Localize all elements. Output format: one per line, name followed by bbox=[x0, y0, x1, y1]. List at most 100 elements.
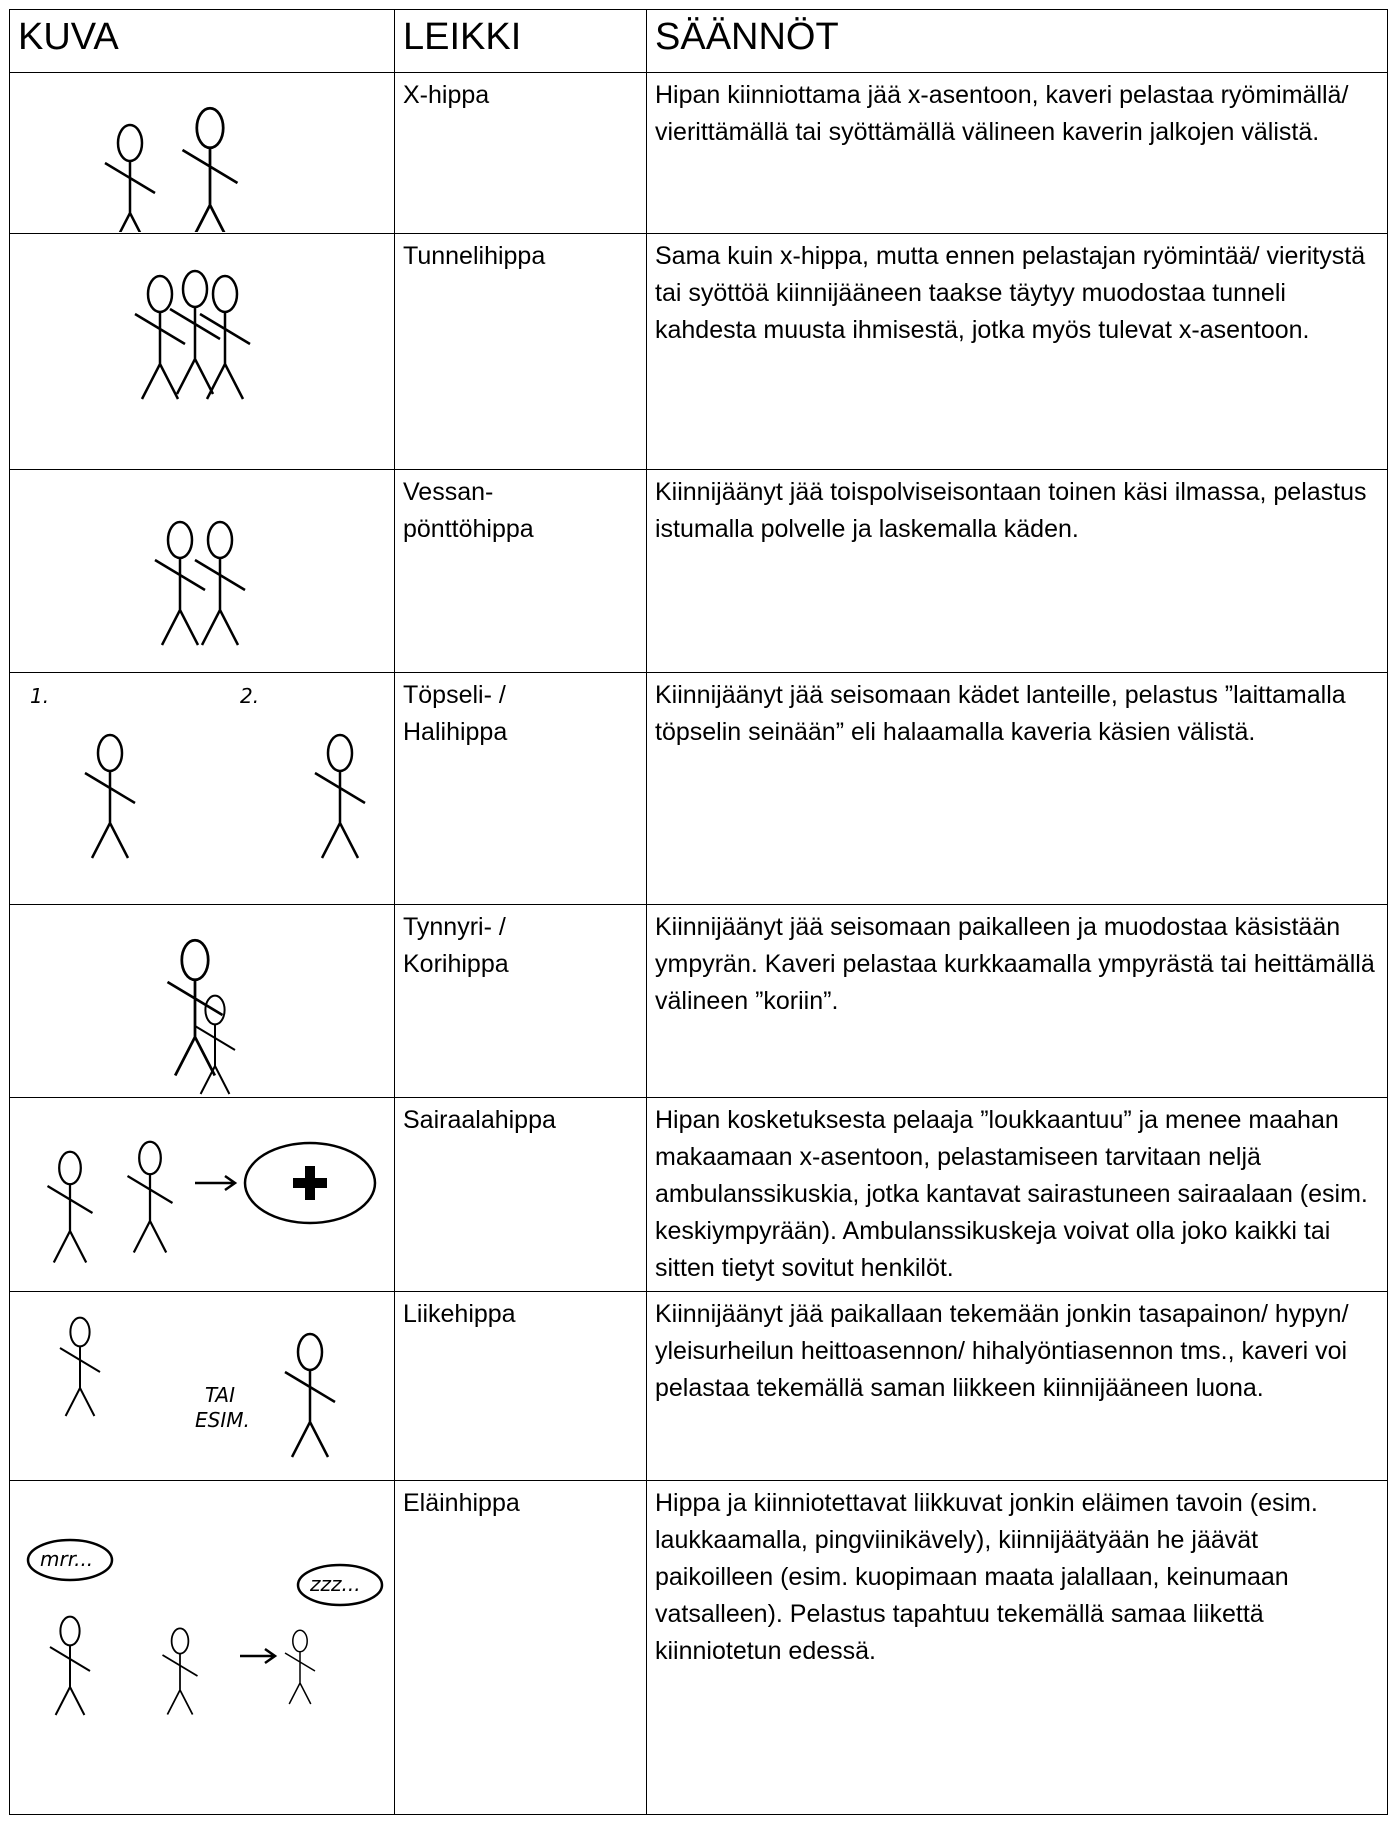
rules-cell: Kiinnijäänyt jää paikallaan tekemään jon… bbox=[646, 1291, 1388, 1481]
image-text: mrr... bbox=[40, 1547, 93, 1571]
header-row: KUVA LEIKKI SÄÄNNÖT bbox=[9, 9, 1388, 73]
body bbox=[194, 558, 246, 646]
stick-figure bbox=[314, 733, 366, 859]
image-cell bbox=[9, 233, 395, 470]
body bbox=[194, 1024, 236, 1095]
rules-cell: Kiinnijäänyt jää seisomaan paikalleen ja… bbox=[646, 904, 1388, 1098]
body bbox=[104, 161, 156, 232]
stick-figure bbox=[154, 520, 206, 646]
body bbox=[59, 1346, 101, 1417]
stick-figure bbox=[199, 274, 251, 400]
stick-figure bbox=[181, 106, 239, 232]
header-cell: SÄÄNNÖT bbox=[646, 9, 1388, 73]
drawing: 1. 2. bbox=[30, 684, 366, 859]
stick-figure bbox=[162, 1627, 198, 1715]
table-row: Vessan-pönttöhippa Kiinnijäänyt jää toisp… bbox=[9, 469, 1388, 673]
header-cell: KUVA bbox=[9, 9, 395, 73]
arrow bbox=[240, 1647, 278, 1665]
stick-figure bbox=[166, 938, 224, 1077]
name-cell: Liikehippa bbox=[394, 1291, 647, 1481]
head bbox=[211, 274, 239, 314]
arrow bbox=[195, 1174, 238, 1192]
table-row: mrr... zzz... Eläinhippa Hippa ja kiinniote… bbox=[9, 1480, 1388, 1815]
game-name: Sairaalahippa bbox=[403, 1106, 556, 1134]
body bbox=[84, 771, 136, 859]
head bbox=[96, 733, 124, 773]
body bbox=[169, 307, 221, 395]
games-table: KUVA LEIKKI SÄÄNNÖT X-hippa Hipan kiinnio… bbox=[9, 9, 1388, 1815]
image-text: 2. bbox=[240, 684, 259, 708]
head bbox=[292, 1629, 308, 1653]
stick-figure bbox=[46, 1150, 94, 1264]
header-cell: LEIKKI bbox=[394, 9, 647, 73]
image-cell: TAI ESIM. bbox=[9, 1291, 395, 1481]
game-name: Tynnyri- / bbox=[403, 913, 506, 941]
body bbox=[46, 1184, 94, 1264]
image-text: ESIM. bbox=[195, 1408, 250, 1432]
name-cell: Eläinhippa bbox=[394, 1480, 647, 1815]
speech-bubble bbox=[296, 1563, 384, 1607]
stick-figure bbox=[284, 1629, 316, 1705]
game-name: pönttöhippa bbox=[403, 515, 534, 543]
speech-bubble bbox=[26, 1538, 114, 1582]
head bbox=[138, 1140, 162, 1176]
head bbox=[296, 1332, 324, 1372]
name-cell: Tynnyri- / Korihippa bbox=[394, 904, 647, 1098]
rules-cell: Hipan kosketuksesta pelaaja ”loukkaantuu… bbox=[646, 1097, 1388, 1292]
body bbox=[134, 312, 186, 400]
name-cell: Sairaalahippa bbox=[394, 1097, 647, 1292]
table-row: TAI ESIM. Liikehippa Kiinnijäänyt jää paika… bbox=[9, 1291, 1388, 1481]
head bbox=[195, 106, 225, 150]
game-name: Eläinhippa bbox=[403, 1489, 520, 1517]
rules-cell: Hippa ja kiinniotettavat liikkuvat jonki… bbox=[646, 1480, 1388, 1815]
rules-cell: Sama kuin x-hippa, mutta ennen pelastaja… bbox=[646, 233, 1388, 470]
image-cell: 1. 2. bbox=[9, 672, 395, 905]
drawing bbox=[154, 520, 246, 646]
body bbox=[49, 1645, 91, 1716]
game-name: X-hippa bbox=[403, 81, 490, 109]
stick-figure bbox=[49, 1615, 91, 1716]
drawing bbox=[46, 1140, 377, 1264]
body bbox=[126, 1174, 174, 1254]
head bbox=[181, 269, 209, 309]
image-text: zzz... bbox=[309, 1572, 361, 1596]
stick-figure bbox=[126, 1140, 174, 1254]
body bbox=[181, 147, 239, 232]
head bbox=[58, 1150, 82, 1186]
hospital bbox=[243, 1141, 377, 1225]
stick-figure bbox=[134, 274, 186, 400]
drawing: mrr... zzz... bbox=[26, 1538, 384, 1716]
name-cell: Töpseli- / Halihippa bbox=[394, 672, 647, 905]
head bbox=[146, 274, 174, 314]
image-text: TAI bbox=[205, 1383, 235, 1407]
name-cell: X-hippa bbox=[394, 72, 647, 234]
image-cell bbox=[9, 469, 395, 673]
game-name: Töpseli- / bbox=[403, 681, 506, 709]
drawing bbox=[166, 938, 236, 1095]
rules-cell: Hipan kiinniottama jää x-asentoon, kaver… bbox=[646, 72, 1388, 234]
game-name: Vessan- bbox=[403, 478, 494, 506]
image-text: 1. bbox=[30, 684, 49, 708]
head bbox=[206, 520, 234, 560]
stick-figure bbox=[84, 733, 136, 859]
body bbox=[199, 312, 251, 400]
head bbox=[170, 1627, 190, 1655]
table-row: Sairaalahippa Hipan kosketuksesta pelaaja… bbox=[9, 1097, 1388, 1292]
body bbox=[166, 979, 224, 1077]
head bbox=[69, 1316, 91, 1348]
table-row: X-hippa Hipan kiinniottama jää x-asentoon… bbox=[9, 72, 1388, 234]
game-name: Halihippa bbox=[403, 718, 508, 746]
head bbox=[116, 123, 144, 163]
stick-figure bbox=[194, 994, 236, 1095]
body bbox=[284, 1370, 336, 1458]
name-cell: Vessan-pönttöhippa bbox=[394, 469, 647, 673]
image-cell bbox=[9, 72, 395, 234]
game-name: Tunnelihippa bbox=[403, 242, 546, 270]
body bbox=[162, 1653, 198, 1715]
stick-figure bbox=[104, 123, 156, 232]
cross bbox=[293, 1166, 327, 1200]
rules-cell: Kiinnijäänyt jää toispolviseisontaan toi… bbox=[646, 469, 1388, 673]
stick-figure bbox=[194, 520, 246, 646]
